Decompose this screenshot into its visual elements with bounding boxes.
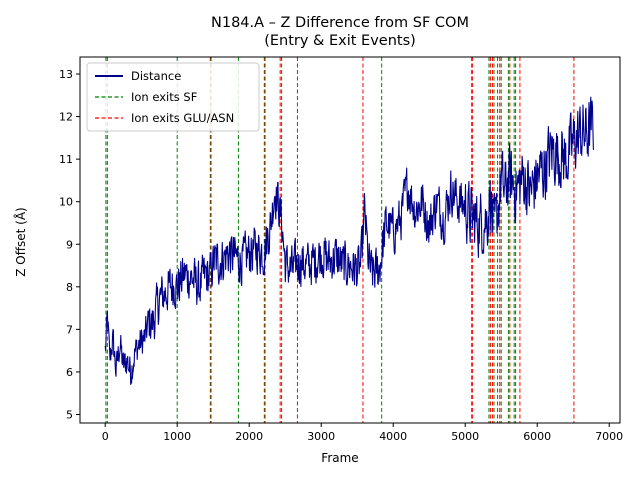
legend-label: Ion exits SF	[131, 90, 197, 104]
x-axis-label: Frame	[321, 451, 358, 465]
y-tick-label: 10	[59, 196, 73, 209]
chart-subtitle: (Entry & Exit Events)	[264, 33, 416, 49]
x-tick-label: 4000	[379, 430, 407, 443]
distance-series-line	[104, 96, 594, 385]
y-tick-label: 5	[66, 408, 73, 421]
legend-box	[86, 62, 260, 132]
x-tick-label: 2000	[235, 430, 263, 443]
y-axis-label: Z Offset (Å)	[13, 207, 28, 276]
y-tick-label: 13	[59, 68, 73, 81]
legend: Distance Ion exits SF Ion exits GLU/ASN	[86, 62, 260, 132]
x-tick-label: 7000	[595, 430, 623, 443]
x-tick-label: 6000	[523, 430, 551, 443]
x-tick-label: 1000	[163, 430, 191, 443]
plot-frame	[79, 56, 621, 424]
y-tick-label: 9	[66, 238, 73, 251]
series-layer	[104, 96, 594, 385]
x-axis: 0 1000 2000 3000 4000 5000 6000 7000	[102, 423, 623, 443]
x-tick-label: 5000	[451, 430, 479, 443]
y-tick-label: 12	[59, 111, 73, 124]
legend-label: Distance	[131, 69, 181, 83]
y-tick-label: 8	[66, 281, 73, 294]
x-tick-label: 3000	[307, 430, 335, 443]
x-tick-label: 0	[102, 430, 109, 443]
y-tick-label: 6	[66, 366, 73, 379]
y-axis: 5 6 7 8 9 10 11 12 13	[59, 68, 80, 421]
chart-title: N184.A – Z Difference from SF COM	[211, 15, 469, 31]
y-tick-label: 11	[59, 153, 73, 166]
y-tick-label: 7	[66, 323, 73, 336]
legend-label: Ion exits GLU/ASN	[131, 111, 234, 125]
